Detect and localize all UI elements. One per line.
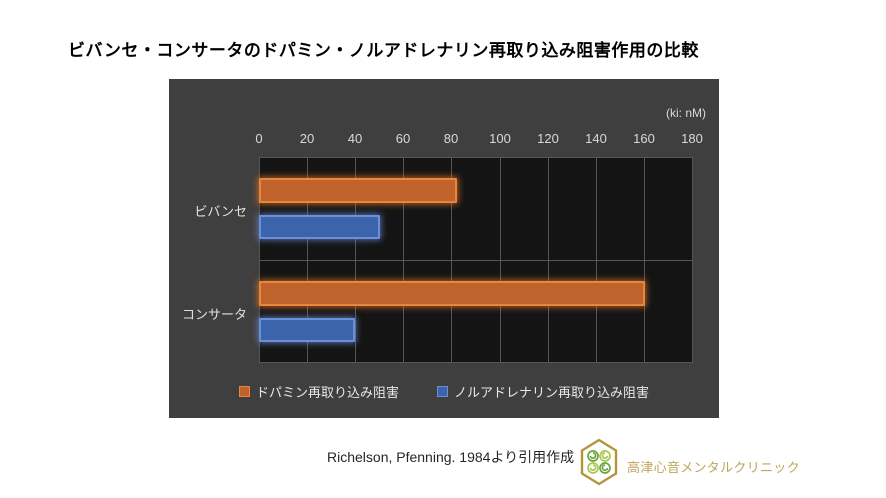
bar (259, 318, 355, 342)
axis-tick-label: 40 (347, 131, 363, 146)
legend-label-noradrenaline: ノルアドレナリン再取り込み阻害 (454, 385, 650, 400)
category-label: ビバンセ (194, 204, 247, 219)
category-label: コンサータ (181, 307, 247, 322)
gridline (259, 260, 693, 261)
source-citation: Richelson, Pfenning. 1984より引用作成 (327, 449, 575, 465)
gridline (259, 362, 693, 363)
bar (259, 281, 645, 306)
gridline (259, 157, 693, 158)
axis-tick-label: 140 (585, 131, 607, 146)
axis-tick-label: 180 (681, 131, 703, 146)
unit-label: (ki: nM) (666, 106, 706, 120)
noradrenaline-legend-swatch (437, 386, 448, 397)
axis-tick-label: 20 (299, 131, 315, 146)
clinic-logo-hexagon-flower-icon (580, 438, 618, 486)
bar (259, 215, 380, 239)
clinic-logo: 高津心音メンタルクリニック (580, 438, 800, 486)
legend: ドパミン再取り込み阻害 ノルアドレナリン再取り込み阻害 (169, 382, 719, 401)
page-title: ビバンセ・コンサータのドパミン・ノルアドレナリン再取り込み阻害作用の比較 (68, 41, 699, 60)
chart-panel: (ki: nM) ドパミン再取り込み阻害 ノルアドレナリン再取り込み阻害 0 20… (169, 79, 719, 418)
axis-tick-label: 100 (489, 131, 511, 146)
legend-item-dopamine: ドパミン再取り込み阻害 (238, 382, 399, 401)
bar (259, 178, 457, 203)
axis-tick-label: 160 (633, 131, 655, 146)
legend-item-noradrenaline: ノルアドレナリン再取り込み阻害 (437, 382, 649, 401)
axis-tick-label: 120 (537, 131, 559, 146)
chart-plot (259, 157, 693, 363)
axis-tick-label: 60 (395, 131, 411, 146)
axis-tick-label: 0 (255, 131, 263, 146)
clinic-logo-text: 高津心音メンタルクリニック (627, 459, 800, 475)
axis-tick-label: 80 (443, 131, 459, 146)
dopamine-legend-swatch (238, 386, 250, 397)
legend-label-dopamine: ドパミン再取り込み阻害 (255, 385, 399, 400)
